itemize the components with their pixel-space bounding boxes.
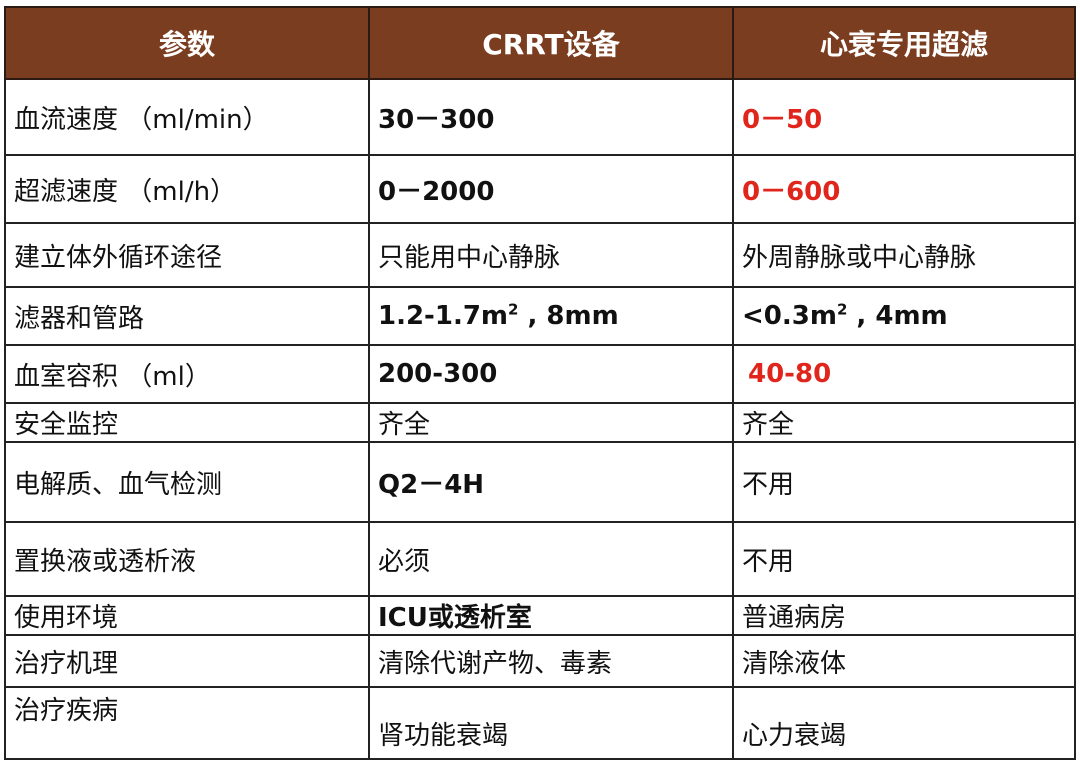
row-param: 超滤速度 （ml/h） (4, 154, 370, 224)
table-row: 治疗疾病 肾功能衰竭 心力衰竭 (4, 686, 1076, 760)
table-row: 置换液或透析液 必须 不用 (4, 521, 1076, 597)
row-param: 治疗机理 (4, 634, 370, 688)
cardiac-filter-area: <0.3m (742, 301, 837, 331)
row-cardiac-value: 清除液体 (732, 634, 1076, 688)
header-cardiac-uf: 心衰专用超滤 (732, 6, 1076, 80)
row-crrt-value: 肾功能衰竭 (368, 686, 734, 760)
row-cardiac-value: <0.3m2 , 4mm (732, 286, 1076, 346)
row-cardiac-value: 外周静脉或中心静脉 (732, 222, 1076, 288)
row-cardiac-value: 不用 (732, 521, 1076, 597)
row-param: 使用环境 (4, 595, 370, 636)
table-row: 建立体外循环途径 只能用中心静脉 外周静脉或中心静脉 (4, 222, 1076, 288)
table-row: 超滤速度 （ml/h） 0－2000 0－600 (4, 154, 1076, 224)
comparison-table: 参数 CRRT设备 心衰专用超滤 血流速度 （ml/min） 30－300 0－… (4, 6, 1076, 760)
row-crrt-value: ICU或透析室 (368, 595, 734, 636)
row-param: 滤器和管路 (4, 286, 370, 346)
row-crrt-value: 齐全 (368, 402, 734, 443)
header-crrt: CRRT设备 (368, 6, 734, 80)
row-crrt-value: 必须 (368, 521, 734, 597)
table-header-row: 参数 CRRT设备 心衰专用超滤 (4, 6, 1076, 80)
crrt-tubing-size: , 8mm (518, 301, 619, 331)
row-cardiac-value: 普通病房 (732, 595, 1076, 636)
row-cardiac-value: 0－50 (732, 78, 1076, 156)
row-crrt-value: 只能用中心静脉 (368, 222, 734, 288)
row-param: 安全监控 (4, 402, 370, 443)
row-param: 治疗疾病 (4, 686, 370, 760)
row-param: 置换液或透析液 (4, 521, 370, 597)
row-cardiac-value: 0－600 (732, 154, 1076, 224)
row-param: 血室容积 （ml） (4, 344, 370, 404)
table-row: 滤器和管路 1.2-1.7m2 , 8mm <0.3m2 , 4mm (4, 286, 1076, 346)
header-param: 参数 (4, 6, 370, 80)
row-cardiac-value: 不用 (732, 441, 1076, 523)
row-crrt-value: 30－300 (368, 78, 734, 156)
table-row: 血流速度 （ml/min） 30－300 0－50 (4, 78, 1076, 156)
cardiac-filter-sup: 2 (836, 300, 848, 319)
crrt-filter-sup: 2 (508, 300, 519, 319)
row-param: 建立体外循环途径 (4, 222, 370, 288)
table-row: 血室容积 （ml） 200-300 40-80 (4, 344, 1076, 404)
row-param: 电解质、血气检测 (4, 441, 370, 523)
crrt-filter-area: 1.2-1.7m (378, 301, 508, 331)
table-row: 电解质、血气检测 Q2－4H 不用 (4, 441, 1076, 523)
row-param: 血流速度 （ml/min） (4, 78, 370, 156)
row-cardiac-value: 心力衰竭 (732, 686, 1076, 760)
table-row: 使用环境 ICU或透析室 普通病房 (4, 595, 1076, 636)
table-row: 安全监控 齐全 齐全 (4, 402, 1076, 443)
row-cardiac-value: 齐全 (732, 402, 1076, 443)
table-row: 治疗机理 清除代谢产物、毒素 清除液体 (4, 634, 1076, 688)
row-crrt-value: 200-300 (368, 344, 734, 404)
row-crrt-value: 0－2000 (368, 154, 734, 224)
row-crrt-value: 1.2-1.7m2 , 8mm (368, 286, 734, 346)
row-crrt-value: Q2－4H (368, 441, 734, 523)
comparison-table-container: 参数 CRRT设备 心衰专用超滤 血流速度 （ml/min） 30－300 0－… (4, 6, 1076, 760)
row-cardiac-value: 40-80 (732, 344, 1076, 404)
cardiac-tubing-size: , 4mm (847, 301, 948, 331)
row-crrt-value: 清除代谢产物、毒素 (368, 634, 734, 688)
